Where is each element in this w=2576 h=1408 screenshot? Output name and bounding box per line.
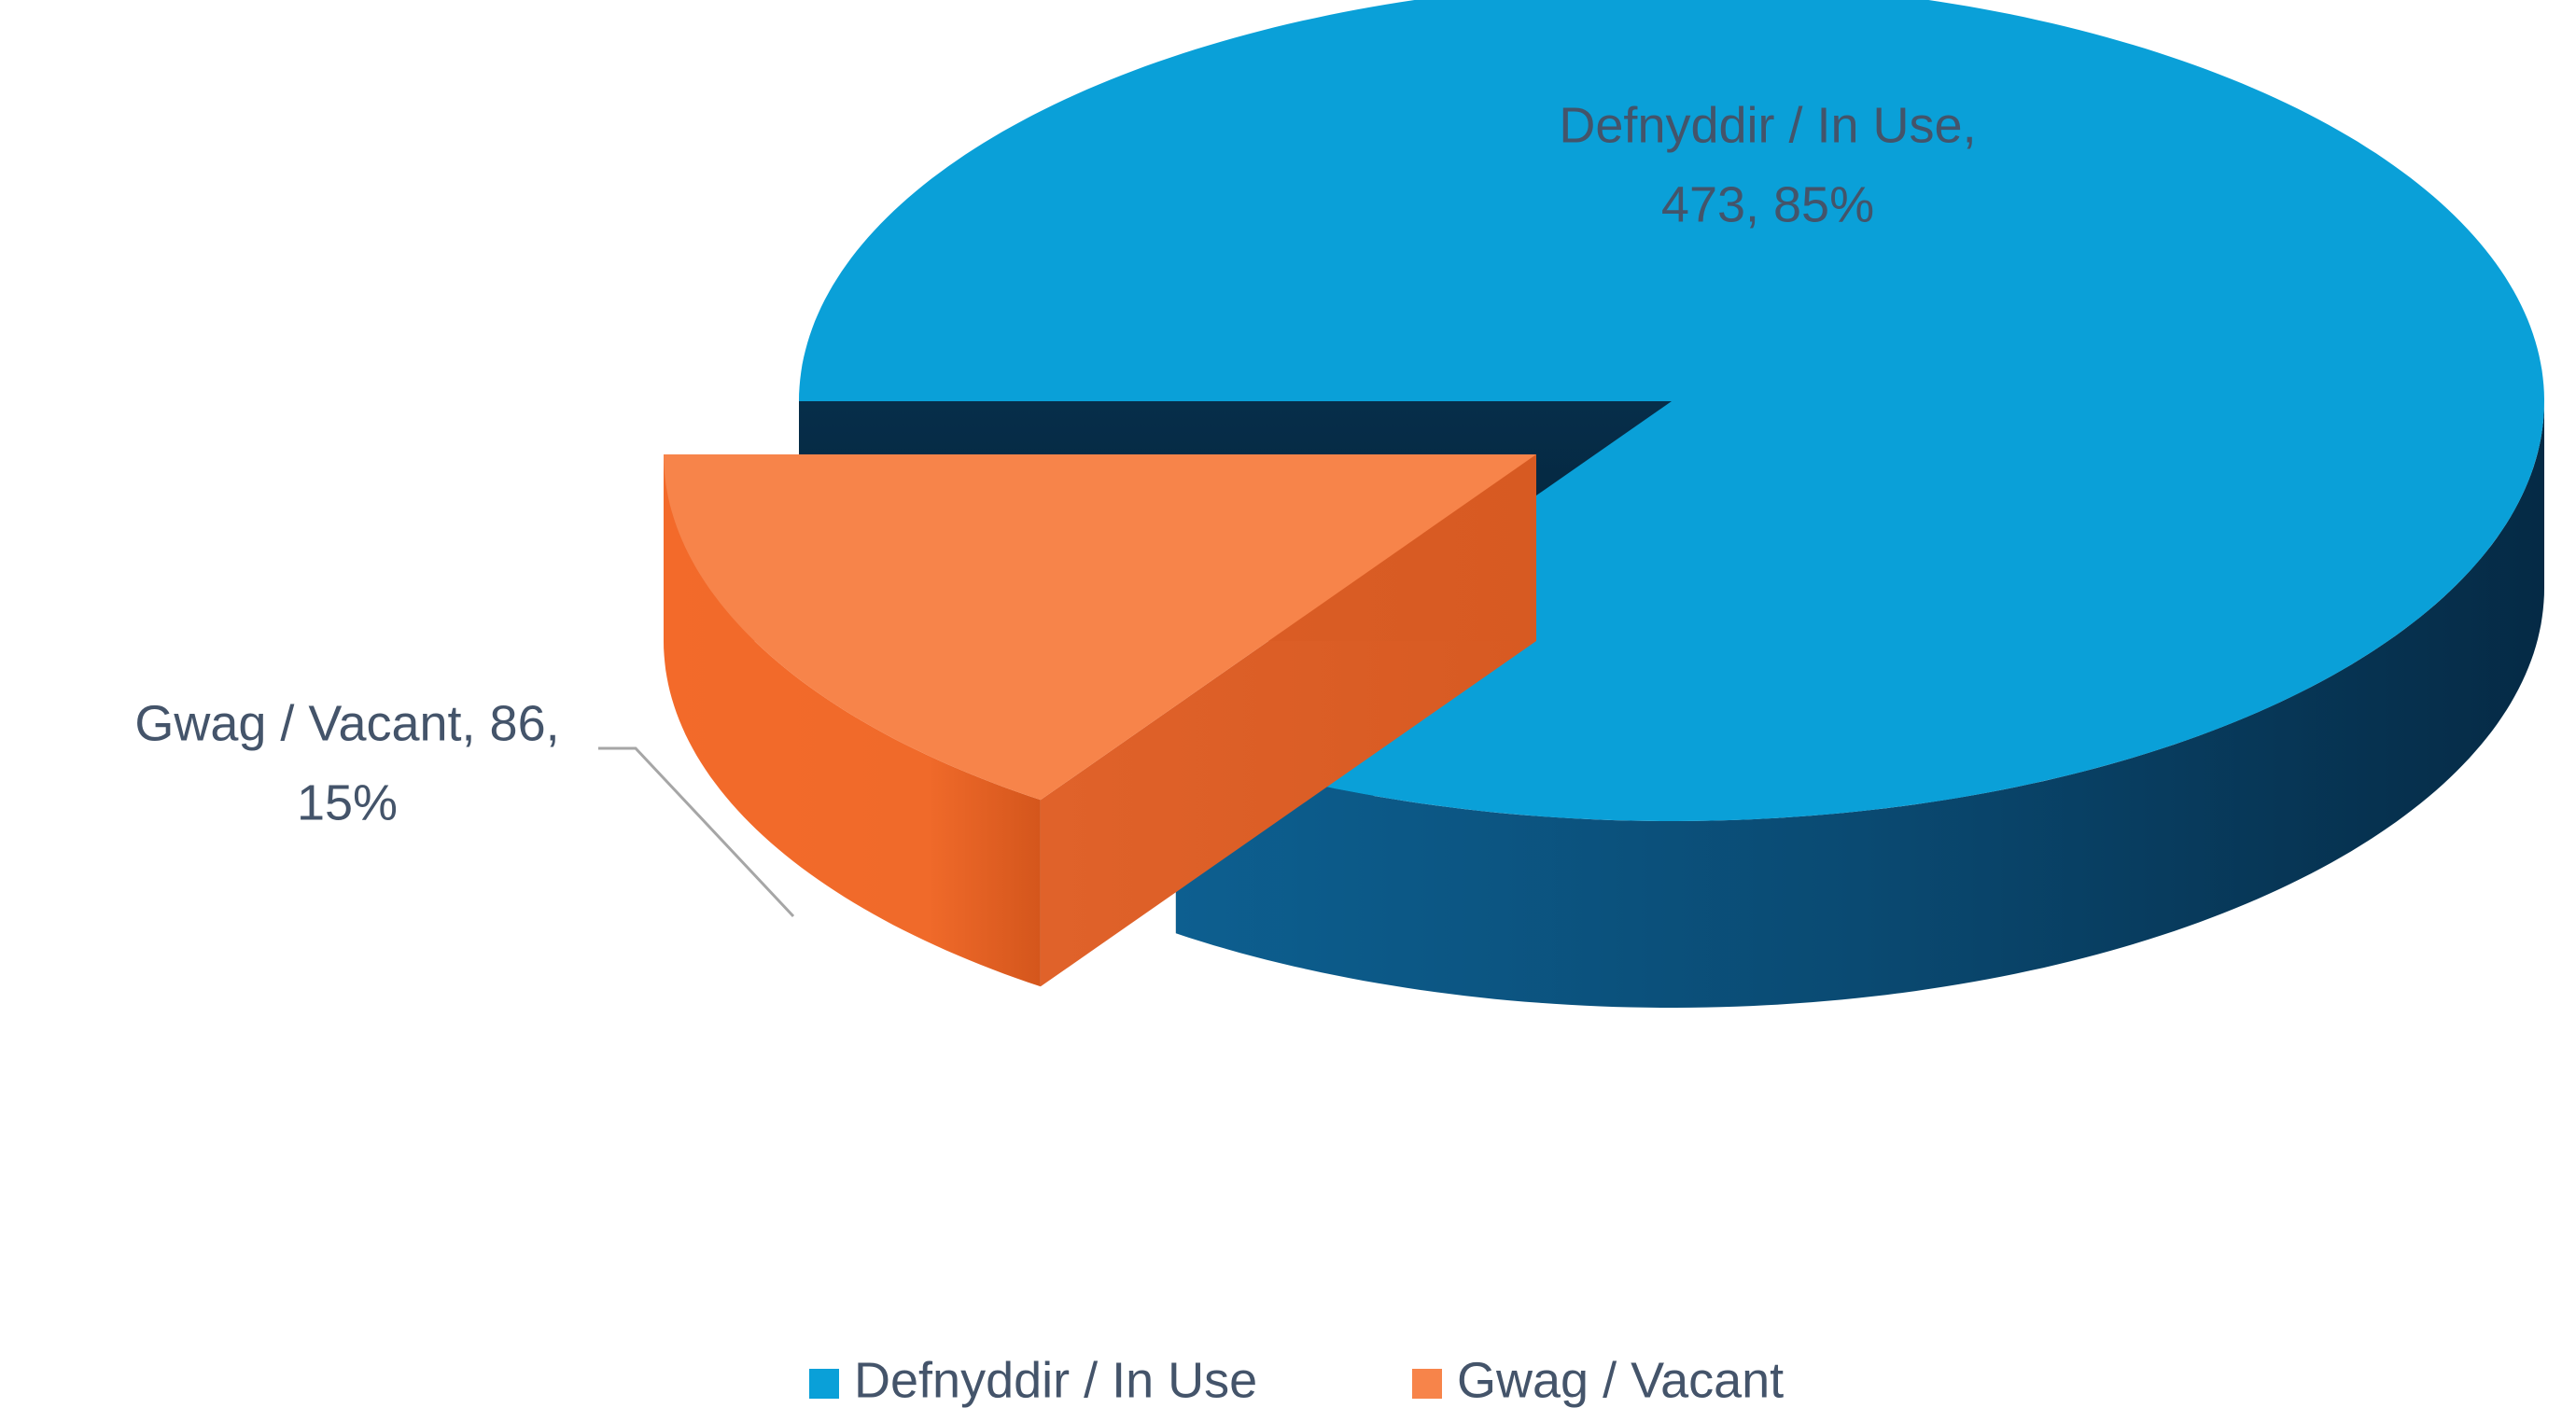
slice bbox=[799, 0, 2544, 821]
data-labels: Defnyddir / In Use, 473, 85% Gwag / Vacant… bbox=[134, 97, 1976, 830]
slice bbox=[664, 454, 1536, 801]
data-label: 15% bbox=[297, 774, 398, 830]
pie bbox=[664, 0, 2544, 1008]
data-label: Defnyddir / In Use, bbox=[1559, 97, 1976, 153]
legend-label: Defnyddir / In Use bbox=[854, 1352, 1257, 1408]
legend-swatch bbox=[809, 1369, 839, 1399]
slice-side bbox=[664, 454, 1041, 987]
legend-label: Gwag / Vacant bbox=[1457, 1352, 1784, 1408]
leader-line bbox=[598, 746, 795, 918]
data-label: Gwag / Vacant, 86, bbox=[134, 695, 559, 751]
slice-side bbox=[1175, 401, 2544, 1008]
data-label: 473, 85% bbox=[1661, 176, 1874, 232]
legend: Defnyddir / In Use Gwag / Vacant bbox=[809, 1352, 1784, 1408]
legend-swatch bbox=[1412, 1369, 1442, 1399]
